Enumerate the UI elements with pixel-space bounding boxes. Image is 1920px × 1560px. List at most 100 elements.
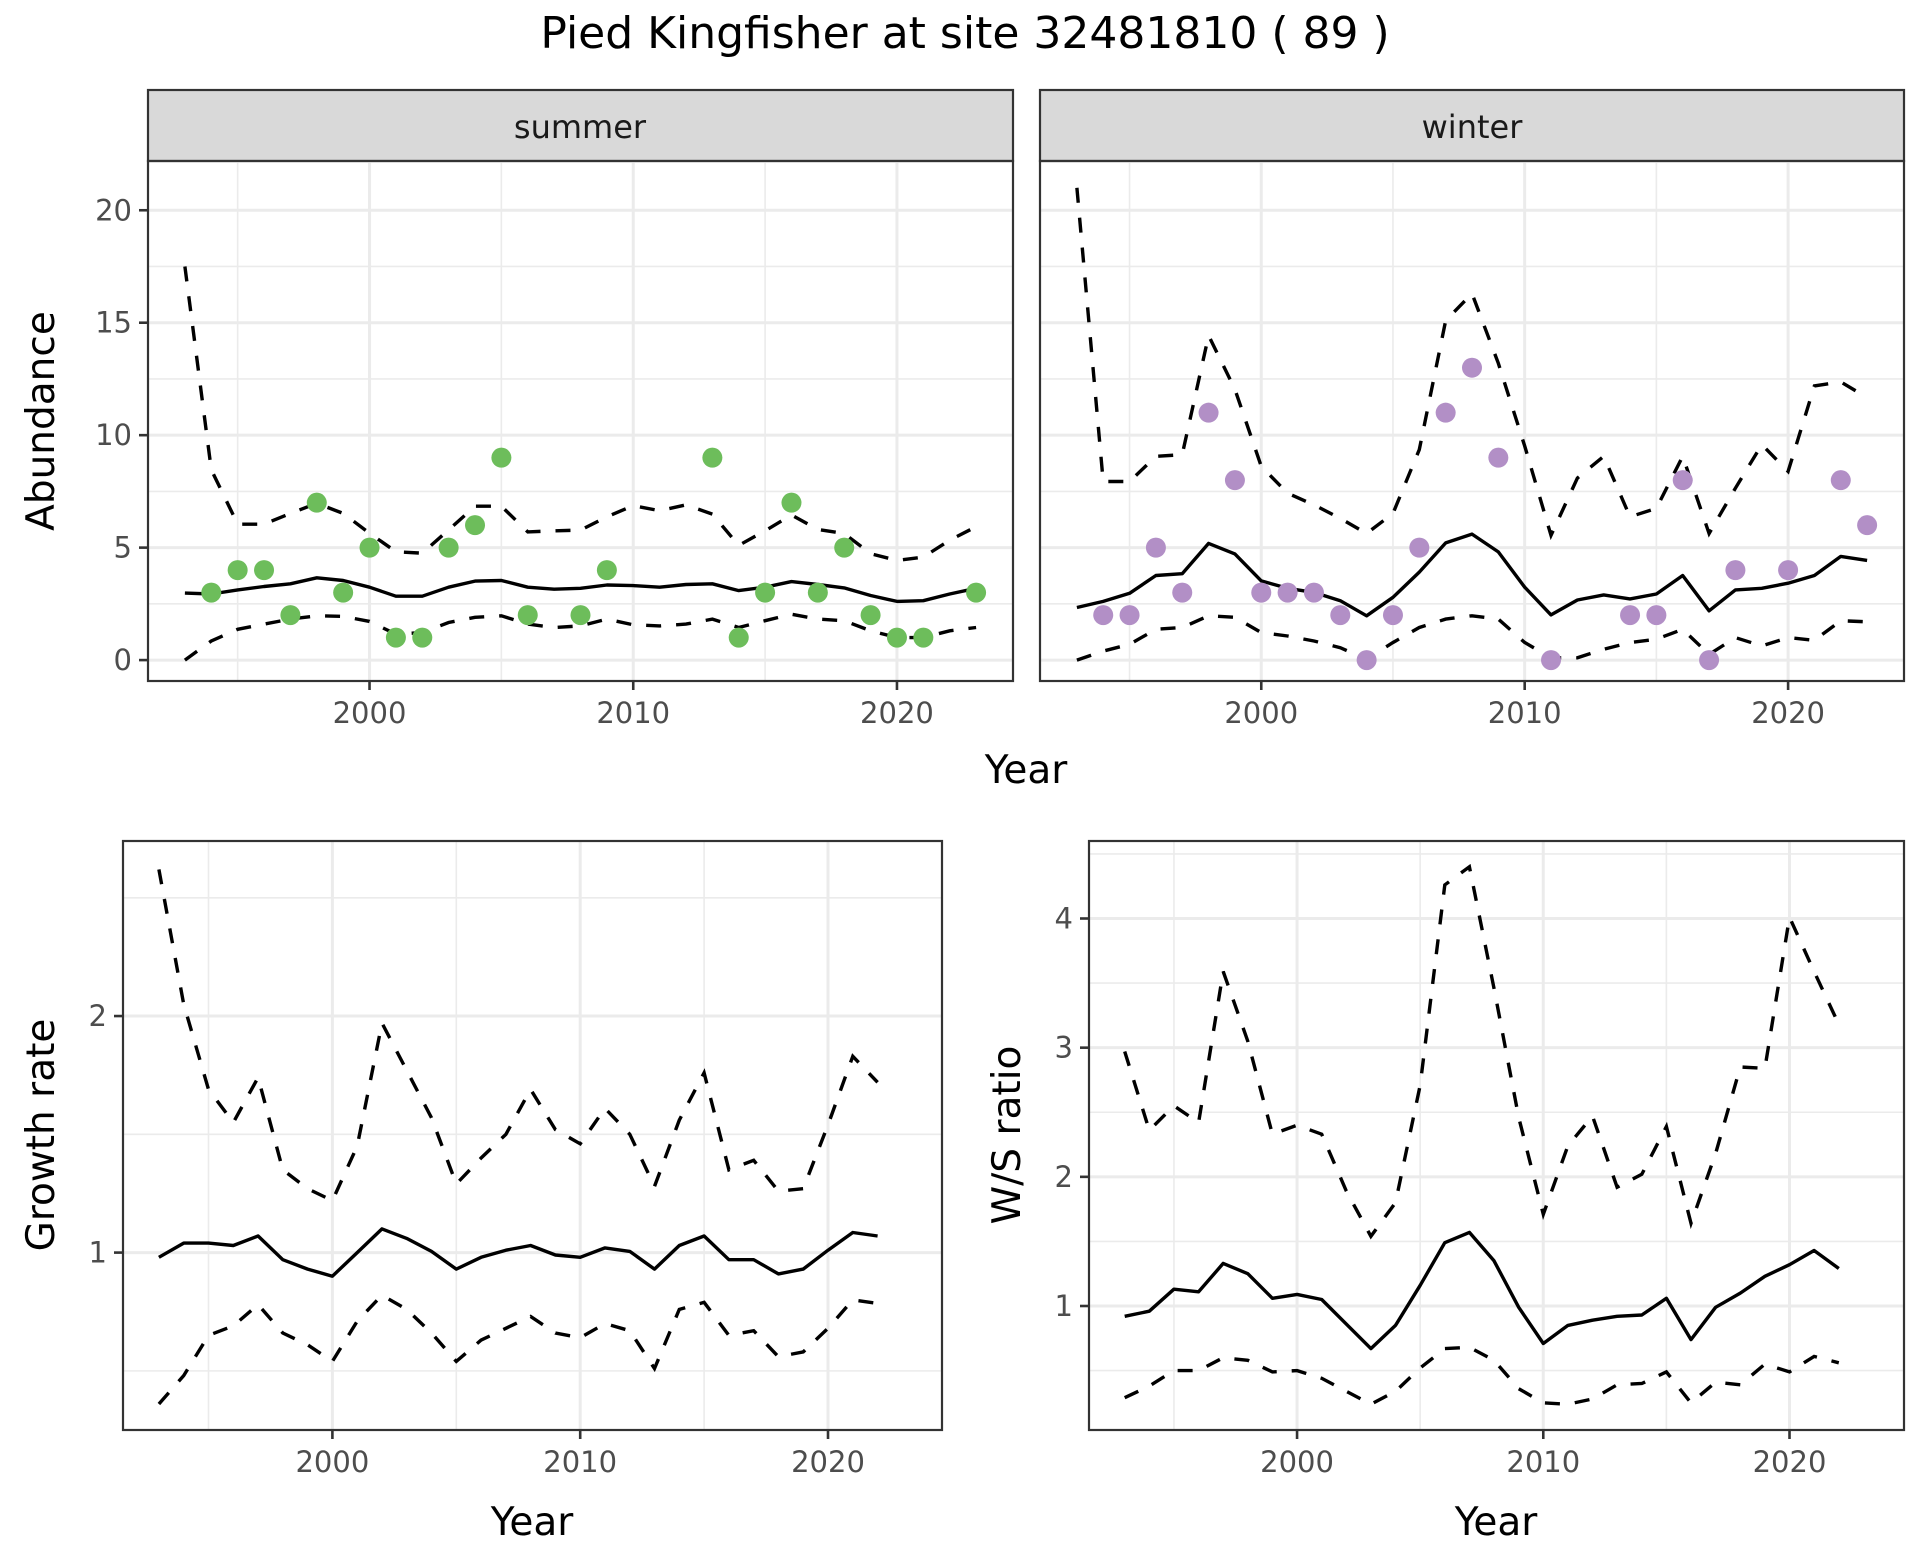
plot-area-winter xyxy=(1040,161,1904,681)
plot-area-ws-ratio xyxy=(1089,841,1904,1430)
x-tick-label-summer: 2010 xyxy=(596,696,670,730)
observed-point-winter xyxy=(1356,650,1377,671)
observed-point-summer xyxy=(201,582,222,603)
mean-line-ws-ratio xyxy=(1124,1230,1840,1351)
panel-growth-rate xyxy=(121,839,944,1432)
x-axis-title-abundance: Year xyxy=(984,748,1069,793)
observed-point-summer xyxy=(728,627,749,648)
x-tick-label-ws-ratio: 2010 xyxy=(1506,1445,1580,1479)
upper-ci-line-winter xyxy=(1075,187,1868,541)
observed-point-winter xyxy=(1251,582,1272,603)
y-tick-label-summer: 20 xyxy=(95,193,132,227)
x-axis-title-growth-rate: Year xyxy=(490,1500,575,1545)
mean-line-growth-rate xyxy=(158,1227,878,1278)
observed-point-winter xyxy=(1409,537,1430,558)
strip-winter xyxy=(1038,88,1906,163)
y-tick-label-summer: 15 xyxy=(95,306,132,340)
observed-point-winter xyxy=(1488,447,1509,468)
panel-summer: summer xyxy=(146,88,1015,683)
panel-border-growth-rate xyxy=(121,839,944,1432)
y-tick-label-growth-rate: 1 xyxy=(89,1236,107,1270)
observed-point-winter xyxy=(1699,650,1720,671)
observed-point-summer xyxy=(491,447,512,468)
y-tick-label-ws-ratio: 2 xyxy=(1055,1160,1073,1194)
observed-point-winter xyxy=(1672,470,1693,491)
observed-point-summer xyxy=(385,627,406,648)
observed-point-summer xyxy=(886,627,907,648)
strip-label-winter: winter xyxy=(1422,108,1524,146)
panel-winter: winter xyxy=(1038,88,1906,683)
y-tick-label-ws-ratio: 3 xyxy=(1055,1031,1073,1065)
x-axis-title-ws-ratio: Year xyxy=(1454,1500,1539,1545)
y-tick-label-ws-ratio: 4 xyxy=(1055,902,1073,936)
observed-point-winter xyxy=(1778,560,1799,581)
lower-ci-line-ws-ratio xyxy=(1123,1345,1840,1407)
observed-point-winter xyxy=(1646,605,1667,626)
plot-area-growth-rate xyxy=(123,841,942,1430)
observed-point-winter xyxy=(1277,582,1298,603)
y-axis-title-growth-rate: Growth rate xyxy=(19,1019,64,1252)
plot-area-summer xyxy=(148,161,1013,681)
x-tick-label-growth-rate: 2010 xyxy=(543,1445,617,1479)
observed-point-winter xyxy=(1435,402,1456,423)
x-tick-label-winter: 2010 xyxy=(1488,696,1562,730)
observed-point-summer xyxy=(465,515,486,536)
x-tick-label-summer: 2000 xyxy=(333,696,407,730)
y-tick-label-growth-rate: 2 xyxy=(89,999,107,1033)
x-tick-label-ws-ratio: 2020 xyxy=(1753,1445,1827,1479)
observed-point-winter xyxy=(1198,402,1219,423)
observed-point-summer xyxy=(781,492,802,513)
observed-point-winter xyxy=(1093,605,1114,626)
observed-point-summer xyxy=(254,560,275,581)
observed-point-summer xyxy=(333,582,354,603)
observed-point-summer xyxy=(913,627,934,648)
y-tick-label-summer: 0 xyxy=(114,643,132,677)
upper-ci-line-summer xyxy=(183,266,977,563)
observed-point-winter xyxy=(1830,470,1851,491)
observed-point-winter xyxy=(1119,605,1140,626)
observed-point-summer xyxy=(280,605,301,626)
observed-point-winter xyxy=(1303,582,1324,603)
strip-label-summer: summer xyxy=(514,108,647,146)
observed-point-winter xyxy=(1224,470,1245,491)
lower-ci-line-growth-rate xyxy=(157,1293,878,1406)
observed-point-winter xyxy=(1330,605,1351,626)
y-tick-label-ws-ratio: 1 xyxy=(1055,1289,1073,1323)
mean-line-summer xyxy=(184,576,977,604)
observed-point-winter xyxy=(1382,605,1403,626)
y-axis-title-ws-ratio: W/S ratio xyxy=(985,1046,1030,1225)
upper-ci-line-ws-ratio xyxy=(1123,863,1841,1240)
observed-point-winter xyxy=(1172,582,1193,603)
observed-point-summer xyxy=(412,627,433,648)
observed-point-winter xyxy=(1541,650,1562,671)
panel-ws-ratio xyxy=(1087,839,1906,1432)
observed-point-summer xyxy=(860,605,881,626)
observed-point-summer xyxy=(834,537,855,558)
observed-point-winter xyxy=(1725,560,1746,581)
observed-point-summer xyxy=(702,447,723,468)
observed-point-summer xyxy=(517,605,538,626)
y-axis-title-abundance: Abundance xyxy=(19,311,64,531)
mean-line-winter xyxy=(1076,532,1868,618)
observed-point-summer xyxy=(596,560,617,581)
x-tick-label-winter: 2020 xyxy=(1751,696,1825,730)
lower-ci-line-winter xyxy=(1076,614,1868,662)
panel-border-summer xyxy=(146,159,1015,683)
observed-point-summer xyxy=(755,582,776,603)
observed-point-winter xyxy=(1857,515,1878,536)
strip-summer xyxy=(146,88,1015,163)
observed-point-summer xyxy=(359,537,380,558)
observed-point-winter xyxy=(1620,605,1641,626)
y-tick-label-summer: 5 xyxy=(114,531,132,565)
x-tick-label-summer: 2020 xyxy=(860,696,934,730)
x-tick-label-growth-rate: 2020 xyxy=(791,1445,865,1479)
observed-point-summer xyxy=(966,582,987,603)
observed-point-winter xyxy=(1462,357,1482,378)
y-tick-label-summer: 10 xyxy=(95,418,132,452)
x-tick-label-ws-ratio: 2000 xyxy=(1260,1445,1334,1479)
panel-border-winter xyxy=(1038,159,1906,683)
observed-point-summer xyxy=(227,560,248,581)
figure-title: Pied Kingfisher at site 32481810 ( 89 ) xyxy=(540,8,1389,59)
panel-border-ws-ratio xyxy=(1087,839,1906,1432)
